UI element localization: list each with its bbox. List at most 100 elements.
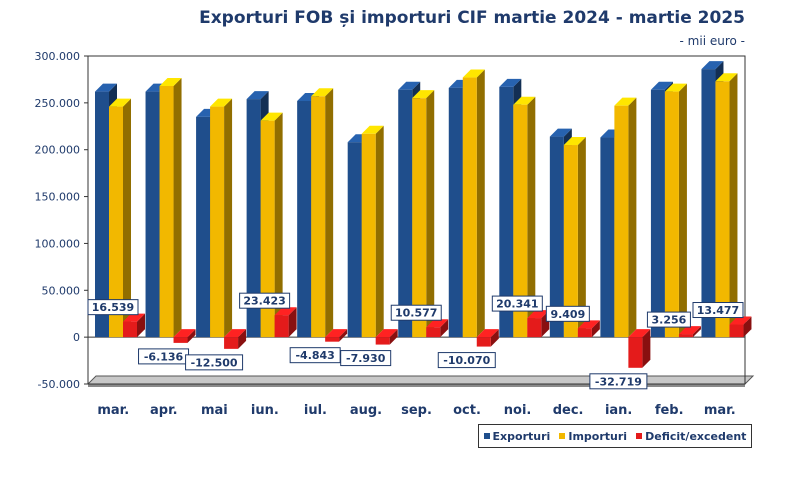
legend-label-deficit: Deficit/excedent — [645, 429, 747, 443]
y-tick-label: 250.000 — [35, 97, 81, 110]
y-tick-label: 0 — [73, 331, 80, 344]
x-tick-label: sep. — [401, 403, 432, 418]
bar-importuri — [715, 73, 738, 338]
bar-importuri-side — [274, 112, 283, 338]
bar-importuri-side — [224, 98, 233, 338]
bar-deficit-front — [577, 328, 592, 338]
bar-importuri-front — [664, 91, 679, 338]
bar-deficit-top — [426, 319, 449, 328]
bar-importuri-side — [123, 98, 131, 338]
y-tick-label: -50.000 — [38, 378, 80, 391]
data-label: -6.136 — [138, 348, 190, 365]
bar-importuri-side — [375, 125, 384, 338]
data-label: 13.477 — [692, 302, 744, 319]
bar-deficit — [325, 329, 348, 342]
bar-deficit-top — [274, 307, 297, 316]
bar-importuri-top — [210, 98, 233, 107]
bar-deficit-top — [577, 320, 600, 329]
data-label-text: -6.136 — [144, 350, 184, 363]
bar-exporturi-front — [650, 89, 665, 338]
y-tick-label: 100.000 — [35, 237, 81, 250]
data-label-box — [289, 347, 341, 364]
bar-exporturi-top — [246, 91, 269, 100]
bar-exporturi-front — [297, 100, 312, 338]
bar-deficit-top — [325, 329, 348, 338]
bar-deficit — [274, 307, 297, 338]
bar-importuri-front — [715, 81, 730, 338]
bar-importuri-side — [678, 83, 687, 338]
data-label-box — [185, 354, 244, 371]
bar-deficit-side — [591, 320, 600, 338]
bar-importuri-side — [325, 88, 334, 338]
bar-deficit — [123, 313, 145, 338]
bar-importuri — [159, 77, 182, 338]
bar-exporturi-front — [398, 89, 413, 338]
bar-exporturi-front — [145, 91, 160, 338]
x-tick-label: oct. — [453, 403, 481, 418]
bar-deficit-top — [527, 310, 550, 319]
bar-importuri-top — [614, 97, 637, 106]
data-label: -4.843 — [289, 347, 341, 364]
bar-importuri-top — [715, 73, 738, 82]
data-label-box — [545, 305, 590, 322]
bar-importuri-top — [462, 69, 485, 78]
bar-exporturi-front — [549, 136, 564, 338]
bar-deficit — [375, 329, 398, 345]
bar-importuri-top — [563, 137, 586, 146]
bar-deficit-front — [173, 337, 188, 343]
bar-deficit-side — [440, 319, 449, 338]
bar-deficit-front — [375, 337, 390, 345]
bar-importuri — [513, 96, 536, 338]
bar-importuri-top — [412, 90, 435, 99]
y-tick-label: 50.000 — [42, 284, 81, 297]
bar-deficit-top — [628, 329, 651, 338]
bar-deficit-side — [642, 329, 651, 368]
legend-label-exporturi: Exporturi — [492, 429, 551, 443]
x-tick-label: mai — [201, 403, 228, 418]
bar-exporturi-top — [398, 81, 421, 90]
bar-deficit-side — [339, 329, 348, 342]
bar-deficit-side — [137, 313, 145, 338]
bar-deficit-front — [224, 337, 239, 349]
data-label-text: 20.341 — [496, 298, 538, 311]
x-tick-label: iun. — [251, 403, 279, 418]
data-label: 10.577 — [390, 304, 442, 321]
data-label-text: 13.477 — [697, 304, 739, 317]
chart-subtitle: - mii euro - — [679, 34, 745, 48]
bar-deficit — [476, 329, 499, 347]
bar-importuri-front — [109, 106, 123, 338]
data-label: 23.423 — [239, 292, 291, 309]
bar-exporturi-front — [448, 87, 463, 338]
bar-exporturi-front — [701, 69, 716, 338]
data-label: -32.719 — [589, 373, 648, 390]
x-tick-label: apr. — [150, 403, 178, 418]
bar-exporturi-top — [499, 78, 522, 87]
data-label-box — [390, 304, 442, 321]
bar-deficit-top — [729, 316, 752, 325]
x-tick-label: iul. — [304, 403, 327, 418]
y-tick-label: 150.000 — [35, 191, 81, 204]
chart-title: Exporturi FOB și importuri CIF martie 20… — [199, 8, 745, 28]
x-tick-label: noi. — [504, 403, 532, 418]
bar-importuri-front — [260, 120, 275, 338]
bar-deficit — [628, 329, 651, 368]
bar-importuri-side — [729, 73, 738, 338]
data-label-box — [87, 299, 139, 316]
chart-legend: Exporturi Importuri Deficit/excedent — [478, 424, 752, 448]
bar-importuri — [109, 98, 131, 338]
data-label-box — [589, 373, 648, 390]
data-label: -10.070 — [437, 352, 496, 369]
bar-importuri — [361, 125, 384, 338]
plot-floor — [86, 375, 755, 385]
legend-swatch-importuri — [559, 433, 566, 439]
bar-deficit-top — [173, 329, 196, 338]
bar-deficit-top — [224, 329, 247, 338]
data-label: 16.539 — [87, 299, 139, 316]
bar-deficit-front — [426, 327, 441, 338]
bar-importuri-top — [513, 96, 536, 105]
data-label: -7.930 — [340, 350, 392, 367]
bar-importuri-top — [361, 125, 384, 134]
bar-deficit — [729, 316, 752, 338]
bar-deficit-front — [527, 318, 542, 338]
